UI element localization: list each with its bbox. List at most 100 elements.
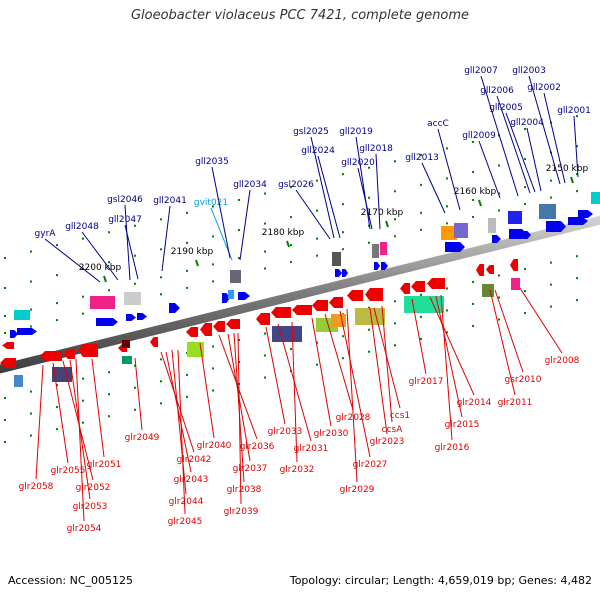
leader-line [381,305,393,423]
track-dot [212,345,214,348]
track-dot [498,274,500,277]
gene-label-gll2001: gll2001 [557,106,591,116]
gene-label-glr2030: glr2030 [314,429,349,439]
feature-block [230,270,241,283]
gene-label-gll2018: gll2018 [359,144,393,154]
feature-block [441,226,457,240]
track-dot [212,235,214,238]
scale-label: 2180 kbp [262,228,305,238]
gene-label-glr2032: glr2032 [280,465,315,475]
gene-label-gll2013: gll2013 [405,153,439,163]
gene-label-gsr2010: gsr2010 [504,375,541,385]
track-dot [4,332,6,335]
track-dot [472,198,474,201]
leader-line [478,140,501,199]
leader-line [519,287,563,354]
reverse-gene-arrow [400,283,410,294]
track-dot [4,287,6,290]
forward-gene-arrow [335,269,342,277]
feature-block [272,326,302,342]
track-dot [82,295,84,298]
feature-block [187,342,204,357]
reverse-gene-arrow [292,305,312,315]
track-dot [446,147,448,150]
forward-gene-arrow [169,303,180,313]
leader-line [411,298,427,375]
leader-line [494,289,524,373]
reverse-gene-arrow [256,313,270,325]
leader-line [480,75,519,197]
leader-line [505,112,536,193]
feature-block [124,292,141,305]
track-dot [108,261,110,264]
gene-label-glr2052: glr2052 [76,483,111,493]
track-dot [264,332,266,335]
track-dot [30,308,32,311]
scale-tick [103,275,107,283]
reverse-gene-arrow [213,321,225,332]
gene-label-glr2038: glr2038 [227,485,262,495]
track-dot [30,412,32,415]
gene-label-accC: accC [427,119,449,129]
track-dot [56,384,58,387]
gene-label-glr2008: glr2008 [545,356,580,366]
track-dot [56,274,58,277]
track-dot [264,354,266,357]
gene-label-glr2039: glr2039 [224,507,259,517]
track-dot [342,335,344,338]
feature-block [454,223,468,238]
track-dot [186,241,188,244]
leader-line [375,153,381,230]
track-dot [524,128,526,131]
track-dot [420,337,422,340]
forward-gene-arrow [492,235,501,243]
gene-label-glr2036: glr2036 [240,442,275,452]
feature-block [511,278,520,290]
leader-line [346,308,358,483]
track-dot [420,153,422,156]
leader-line [295,189,331,240]
leader-line [91,358,105,458]
track-dot [56,428,58,431]
track-dot [446,331,448,334]
leader-line [237,332,242,505]
gene-label-glr2011: glr2011 [498,398,533,408]
track-dot [160,218,162,221]
track-dot [368,306,370,309]
track-dot [56,406,58,409]
track-dot [290,244,292,247]
scale-label: 2190 kbp [171,247,214,257]
track-dot [524,158,526,161]
track-dot [212,367,214,370]
track-dot [186,395,188,398]
track-dot [394,322,396,325]
track-dot [30,434,32,437]
gene-label-gll2041: gll2041 [153,196,187,206]
track-dot [316,209,318,212]
track-dot [498,209,500,212]
track-dot [342,357,344,360]
leader-line [355,136,371,230]
gene-label-glr2049: glr2049 [125,433,160,443]
track-dot [108,289,110,292]
track-dot [524,186,526,189]
forward-gene-arrow [137,313,147,320]
gene-label-glr2014: glr2014 [457,398,492,408]
track-dot [134,408,136,411]
track-dot [420,211,422,214]
gene-label-ccsA: ccsA [382,425,404,435]
leader-line [421,162,446,214]
track-dot [550,179,552,182]
feature-block [122,340,130,348]
forward-gene-arrow [445,242,465,252]
track-dot [420,293,422,296]
track-dot [550,196,552,199]
leader-line [239,189,251,261]
forward-gene-arrow [238,292,250,300]
track-dot [264,267,266,270]
track-dot [498,164,500,167]
gene-label-glr2029: glr2029 [340,485,375,495]
gene-label-gll2034: gll2034 [233,180,267,190]
forward-gene-arrow [546,221,566,232]
